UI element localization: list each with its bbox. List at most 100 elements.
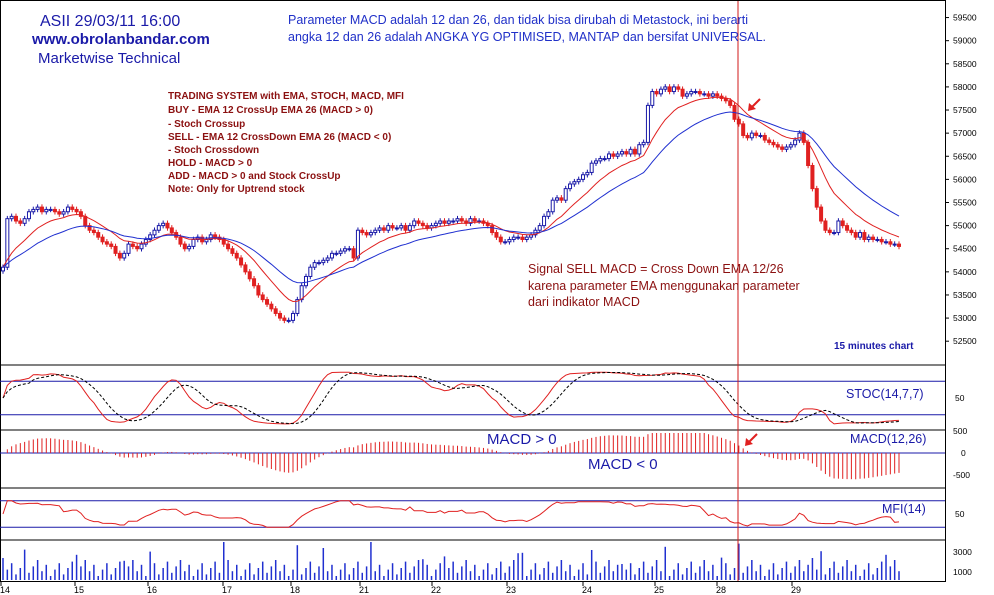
candle-body <box>550 199 555 213</box>
candle-body <box>832 232 837 235</box>
x-tick-label: 17 <box>222 585 232 595</box>
candle-body <box>342 248 347 252</box>
candle-body <box>273 308 278 314</box>
candle-body <box>568 183 573 190</box>
candle-body <box>710 93 715 97</box>
title-line-1: ASII 29/03/11 16:00 <box>40 13 180 30</box>
candle-body <box>178 236 183 245</box>
candle-body <box>680 88 685 97</box>
system-line: TRADING SYSTEM with EMA, STOCH, MACD, MF… <box>168 91 404 102</box>
candle-body <box>879 238 884 243</box>
candle-body <box>576 178 581 183</box>
candle-body <box>412 220 417 227</box>
x-tick-label: 29 <box>791 585 801 595</box>
candle-body <box>645 104 650 143</box>
candle-body <box>291 312 296 321</box>
candle-body <box>503 241 508 244</box>
signal-line-1: Signal SELL MACD = Cross Down EMA 12/26 <box>528 262 784 276</box>
system-line: Note: Only for Uptrend stock <box>168 184 305 195</box>
signal-line-2: karena parameter EMA menggunakan paramet… <box>528 279 800 293</box>
candle-body <box>788 144 793 148</box>
candle-body <box>334 252 339 255</box>
candle-body <box>810 165 815 190</box>
candle-body <box>455 218 460 222</box>
candle-body <box>143 238 148 245</box>
candle-body <box>355 229 360 259</box>
candle-body <box>754 132 759 136</box>
candle-body <box>35 206 40 210</box>
price-tick-label: 52500 <box>953 336 977 346</box>
candle-body <box>299 285 304 301</box>
candle-body <box>888 241 893 245</box>
candle-body <box>451 220 456 223</box>
ema12-line <box>2 96 900 303</box>
candle-body <box>234 252 239 259</box>
candle-body <box>312 262 317 268</box>
candle-body <box>278 312 283 319</box>
candle-body <box>892 243 897 246</box>
candle-body <box>351 248 356 259</box>
candle-body <box>884 241 889 244</box>
candle-body <box>602 158 607 161</box>
candle-body <box>364 232 369 236</box>
candle-body <box>819 206 824 222</box>
candle-body <box>658 88 663 95</box>
candle-body <box>896 243 902 247</box>
candle-body <box>862 232 867 240</box>
candle-body <box>208 234 213 240</box>
volume-tick-label: 1000 <box>953 567 972 577</box>
candle-body <box>555 197 560 201</box>
candle-body <box>247 271 252 280</box>
candle-body <box>676 86 681 90</box>
mfi-tick-label: 50 <box>955 509 965 519</box>
candle-body <box>360 229 365 234</box>
macd-tick-label: -500 <box>953 470 970 480</box>
candle-body <box>407 225 412 231</box>
candle-body <box>546 211 551 217</box>
candle-body <box>667 86 672 93</box>
candle-body <box>325 257 330 261</box>
candle-body <box>256 285 261 296</box>
candle-body <box>836 220 841 234</box>
sell-arrow-icon <box>748 98 761 111</box>
candle-body <box>741 123 746 136</box>
candle-body <box>559 197 564 201</box>
candle-body <box>22 218 27 224</box>
price-tick-label: 59000 <box>953 36 977 46</box>
price-tick-label: 53500 <box>953 290 977 300</box>
candle-body <box>5 218 10 268</box>
ema26-line <box>2 111 900 284</box>
x-tick-label: 25 <box>654 585 664 595</box>
macd-negative-label: MACD < 0 <box>588 456 658 473</box>
candle-body <box>117 252 122 259</box>
candle-body <box>866 236 871 240</box>
candle-body <box>368 232 373 236</box>
candle-body <box>606 153 611 160</box>
macd-tick-label: 0 <box>961 448 966 458</box>
candle-body <box>303 275 309 287</box>
candle-body <box>814 188 819 208</box>
candle-body <box>113 245 118 254</box>
price-tick-label: 54500 <box>953 244 977 254</box>
candle-body <box>498 236 503 243</box>
candle-body <box>381 227 386 231</box>
candle-body <box>459 218 464 222</box>
candle-body <box>308 266 313 277</box>
candle-body <box>801 132 806 143</box>
candle-body <box>87 225 92 231</box>
candle-body <box>39 206 44 213</box>
title-line-3: Marketwise Technical <box>38 50 180 67</box>
candle-body <box>598 158 603 162</box>
candle-body <box>104 241 109 245</box>
price-tick-label: 57000 <box>953 128 977 138</box>
candle-body <box>615 153 620 157</box>
x-tick-label: 15 <box>74 585 84 595</box>
candle-body <box>581 174 586 180</box>
candle-body <box>693 91 698 94</box>
candle-body <box>442 220 447 224</box>
macd-arrow-icon <box>745 433 758 446</box>
candle-body <box>96 232 101 238</box>
x-tick-label: 24 <box>582 585 592 595</box>
